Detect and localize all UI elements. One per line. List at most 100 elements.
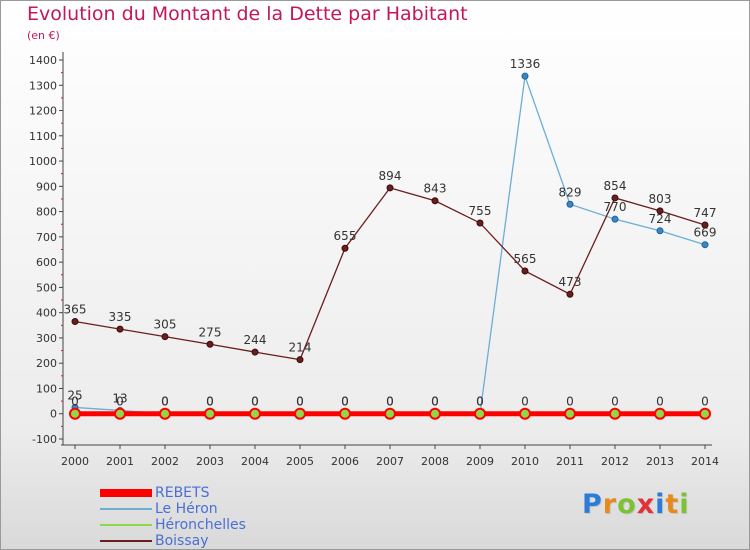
data-label-le-h-ron: 0 (431, 395, 439, 409)
x-tick-label: 2007 (376, 455, 404, 468)
x-tick-label: 2004 (241, 455, 269, 468)
data-label-le-h-ron: 0 (161, 395, 169, 409)
x-tick-label: 2011 (556, 455, 584, 468)
data-label-rebets: 0 (611, 395, 619, 409)
data-label-le-h-ron: 724 (649, 212, 672, 226)
data-label-boissay: 755 (469, 204, 492, 218)
data-label-rebets: 0 (476, 395, 484, 409)
chart-title: Evolution du Montant de la Dette par Hab… (27, 3, 468, 25)
logo-letter: r (602, 489, 618, 520)
y-tick-label: 100 (36, 382, 57, 395)
data-point-rebets (564, 407, 576, 420)
data-label-boissay: 365 (64, 303, 87, 317)
data-point-rebets (654, 407, 666, 420)
legend-swatch (100, 540, 152, 542)
logo-letter: x (636, 489, 656, 520)
legend-swatch (100, 489, 152, 497)
data-label-le-h-ron: 829 (559, 185, 582, 199)
data-label-le-h-ron: 0 (296, 395, 304, 409)
data-point-rebets (699, 407, 711, 420)
x-tick-label: 2014 (691, 455, 719, 468)
data-label-le-h-ron: 0 (386, 395, 394, 409)
data-label-rebets: 0 (296, 395, 304, 409)
data-label-boissay: 275 (199, 325, 222, 339)
legend-swatch (100, 524, 152, 526)
x-tick-label: 2009 (466, 455, 494, 468)
y-tick-label: 1100 (29, 130, 57, 143)
series-line-le-h-ron (74, 75, 706, 415)
data-point-boissay (251, 348, 259, 356)
data-point-boissay (701, 221, 709, 229)
x-tick-label: 2003 (196, 455, 224, 468)
proxiti-logo: Proxiti (582, 489, 690, 520)
data-point-boissay (656, 207, 664, 215)
data-point-le-h-ron (611, 215, 619, 223)
logo-letter: P (582, 489, 603, 520)
data-label-boissay: 565 (514, 252, 537, 266)
data-label-rebets: 0 (116, 395, 124, 409)
y-tick-label: 900 (36, 180, 57, 193)
data-label-le-h-ron: 669 (694, 226, 717, 240)
data-label-boissay: 803 (649, 192, 672, 206)
data-point-rebets (519, 407, 531, 420)
data-label-le-h-ron: 1336 (510, 57, 541, 71)
data-point-le-h-ron (566, 200, 574, 208)
data-point-rebets (384, 407, 396, 420)
data-point-boissay (566, 290, 574, 298)
y-tick-label: -100 (32, 433, 57, 446)
data-point-le-h-ron (521, 72, 529, 80)
data-label-boissay: 244 (244, 333, 267, 347)
data-point-boissay (431, 197, 439, 205)
data-label-rebets: 0 (701, 395, 709, 409)
data-point-rebets (204, 407, 216, 420)
y-tick-label: 1300 (29, 79, 57, 92)
data-label-rebets: 0 (431, 395, 439, 409)
data-label-boissay: 747 (694, 206, 717, 220)
data-label-boissay: 894 (379, 169, 402, 183)
y-tick-label: 400 (36, 307, 57, 320)
data-label-boissay: 305 (154, 318, 177, 332)
data-label-rebets: 0 (161, 395, 169, 409)
data-point-rebets (159, 407, 171, 420)
data-label-le-h-ron: 0 (206, 395, 214, 409)
y-tick-label: 1200 (29, 105, 57, 118)
y-tick-label: 300 (36, 332, 57, 345)
data-point-rebets (339, 407, 351, 420)
data-label-le-h-ron: 25 (67, 388, 82, 402)
data-label-boissay: 655 (334, 229, 357, 243)
y-tick-label: 800 (36, 206, 57, 219)
data-label-rebets: 0 (206, 395, 214, 409)
y-tick-label: 500 (36, 281, 57, 294)
data-label-le-h-ron: 0 (341, 395, 349, 409)
x-tick-label: 2006 (331, 455, 359, 468)
legend-label: Boissay (155, 533, 209, 549)
y-tick-label: 1000 (29, 155, 57, 168)
data-label-rebets: 0 (521, 395, 529, 409)
legend-label: Le Héron (155, 501, 218, 517)
data-label-rebets: 0 (386, 395, 394, 409)
data-label-boissay: 214 (289, 341, 312, 355)
legend-label: Héronchelles (155, 517, 246, 533)
x-tick-label: 2013 (646, 455, 674, 468)
data-point-boissay (161, 333, 169, 341)
data-label-boissay: 843 (424, 182, 447, 196)
x-tick-label: 2000 (61, 455, 89, 468)
logo-letter: i (679, 489, 690, 520)
data-label-rebets: 0 (566, 395, 574, 409)
data-point-rebets (609, 407, 621, 420)
x-tick-label: 2010 (511, 455, 539, 468)
data-label-le-h-ron: 0 (476, 395, 484, 409)
y-tick-label: 1400 (29, 54, 57, 67)
data-label-rebets: 0 (341, 395, 349, 409)
x-tick-label: 2005 (286, 455, 314, 468)
data-label-rebets: 0 (71, 395, 79, 409)
data-point-rebets (114, 407, 126, 420)
chart-subtitle: (en €) (27, 29, 60, 42)
y-tick-label: 200 (36, 357, 57, 370)
data-point-boissay (611, 194, 619, 202)
x-tick-label: 2012 (601, 455, 629, 468)
data-point-boissay (206, 340, 214, 348)
data-point-boissay (386, 184, 394, 192)
